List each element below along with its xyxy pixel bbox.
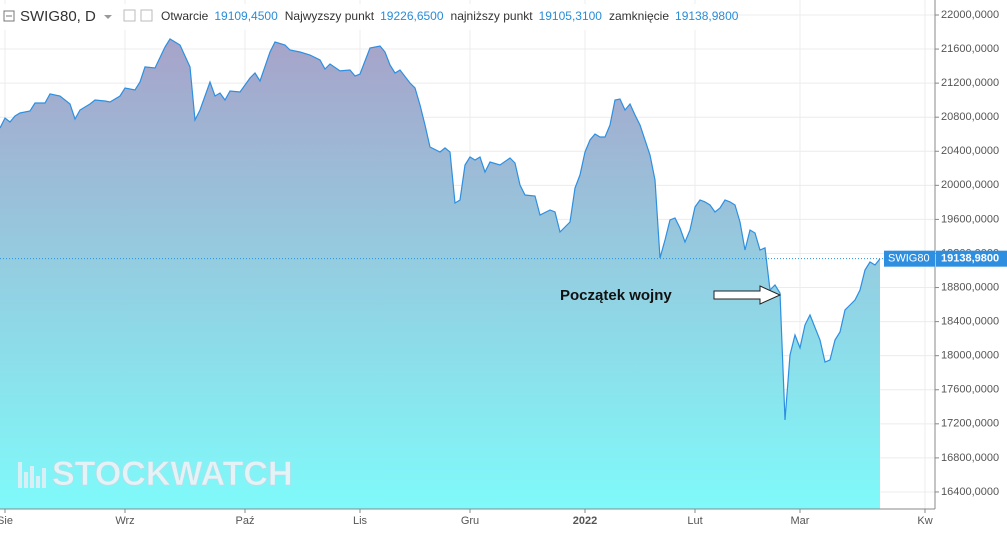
x-tick-label: 2022 [573,515,597,527]
y-tick-label: 21600,0000 [941,43,999,55]
annotation-arrow [713,285,782,305]
ohlc: Otwarcie 19109,4500 Najwyzszy punkt 19226,6… [161,9,739,23]
y-tick-label: 20400,0000 [941,145,999,157]
watermark: STOCKWATCH [18,455,293,493]
symbol-tag-text: SWIG80 [888,253,930,265]
y-tick-label: 18800,0000 [941,281,999,293]
y-tick-label: 21200,0000 [941,77,999,89]
ohlc-label: najniższy punkt [451,9,534,23]
ohlc-label: zamknięcie [609,9,669,23]
y-tick-label: 20000,0000 [941,179,999,191]
area-fill [0,39,880,509]
ohlc-value: 19226,6500 [380,9,444,23]
y-tick-label: 17200,0000 [941,418,999,430]
ohlc-label: Najwyzszy punkt [285,9,375,23]
x-tick-label: Gru [461,515,479,527]
y-tick-label: 19600,0000 [941,213,999,225]
x-tick-label: Lut [687,515,702,527]
watermark-text: STOCKWATCH [52,455,293,493]
x-tick-label: Lis [353,515,368,527]
price-tag-text: 19138,9800 [941,253,999,265]
header: SWIG80, D Otwarcie 19109,4500 Najwyzszy pu… [0,4,739,30]
x-tick-label: Mar [791,515,810,527]
plot [0,38,935,509]
ohlc-value: 19105,3100 [539,9,603,23]
y-tick-label: 22000,0000 [941,9,999,21]
y-tick-label: 18400,0000 [941,316,999,328]
chart-title: SWIG80, D [20,8,96,25]
y-tick-label: 18000,0000 [941,350,999,362]
y-tick-label: 20800,0000 [941,111,999,123]
x-tick-label: Paź [236,515,255,527]
annotation: Początek wojny [560,285,782,305]
ohlc-label: Otwarcie [161,9,209,23]
x-tick-label: Sie [0,515,13,527]
y-tick-label: 17600,0000 [941,384,999,396]
ohlc-value: 19138,9800 [675,9,739,23]
y-tick-label: 16800,0000 [941,452,999,464]
price-tag [936,250,1007,267]
x-tick-label: Wrz [115,515,134,527]
x-tick-label: Kw [917,515,932,527]
y-tick-label: 16400,0000 [941,486,999,498]
ohlc-value: 19109,4500 [214,9,278,23]
symbol-tag [884,250,935,267]
annotation-text: Początek wojny [560,287,672,304]
price-line [0,38,881,421]
